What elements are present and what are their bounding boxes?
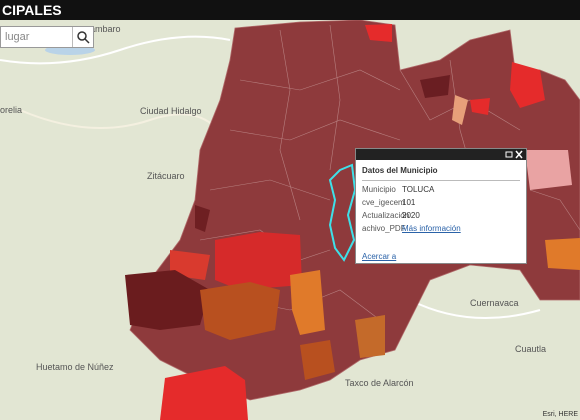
field-name: Actualización [362,211,410,220]
search-placeholder: lugar [5,31,30,43]
field-value: TOLUCA [402,185,435,194]
field-value: 2020 [402,211,420,220]
maximize-button[interactable] [505,151,513,158]
field-name: cve_igecem [362,198,405,207]
attribution: Esri, HERE [542,411,578,418]
place-label: Ciudad Hidalgo [140,106,202,116]
attribute-row: achivo_PDF Más información [362,224,520,233]
place-label: Cuautla [515,344,546,354]
field-value: 101 [402,198,416,207]
search-box[interactable]: lugar [0,26,94,48]
popup-controls [505,150,523,159]
popup-title: Datos del Municipio [362,166,520,181]
road [0,35,231,65]
selected-municipality[interactable] [328,163,357,262]
attribute-row: Municipio TOLUCA [362,185,520,194]
close-button[interactable] [515,150,523,159]
place-label: Cuernavaca [470,298,519,308]
pdf-link[interactable]: Más información [402,224,461,233]
place-label: ambaro [90,24,121,34]
field-name: Municipio [362,185,396,194]
place-label: Huetamo de Núñez [36,362,114,372]
attribute-table: Municipio TOLUCA cve_igecem 101 Actualizació… [356,185,526,233]
zoom-link[interactable]: Acercar a [362,252,397,261]
app-header: CIPALES [0,0,580,20]
place-label: Zitácuaro [147,171,185,181]
popup: Datos del Municipio Municipio TOLUCA cve_i… [355,148,527,264]
popup-bar [356,149,526,160]
place-label: orelia [0,105,22,115]
search-button[interactable] [72,27,93,47]
road [409,299,541,319]
field-name: achivo_PDF [362,224,406,233]
attribute-row: Actualización 2020 [362,211,520,220]
attribute-row: cve_igecem 101 [362,198,520,207]
place-label: Taxco de Alarcón [345,378,414,388]
municipality-highlights [125,24,580,420]
